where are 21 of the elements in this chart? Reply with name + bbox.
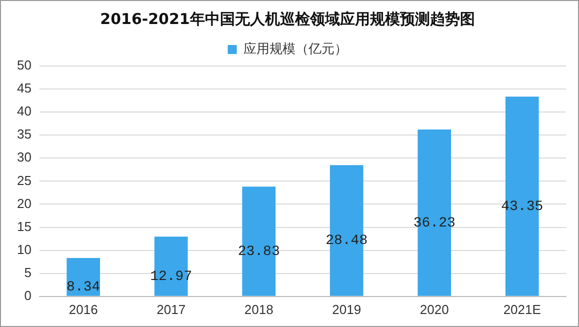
x-tick-label: 2019 bbox=[332, 302, 362, 317]
y-tick-label: 35 bbox=[16, 126, 32, 142]
y-tick-label: 20 bbox=[16, 196, 32, 211]
y-tick-label: 45 bbox=[16, 80, 32, 96]
bar bbox=[66, 258, 100, 296]
y-tick-label: 10 bbox=[16, 242, 32, 257]
x-tick-label: 2017 bbox=[156, 302, 186, 317]
y-tick-label: 40 bbox=[16, 104, 32, 119]
chart-title: 2016-2021年中国无人机巡检领域应用规模预测趋势图 bbox=[100, 10, 475, 28]
y-tick-label: 30 bbox=[16, 150, 32, 165]
x-tick-label: 2021E bbox=[503, 302, 542, 317]
x-tick-label: 2016 bbox=[68, 302, 98, 317]
legend-label: 应用规模（亿元） bbox=[243, 40, 348, 57]
y-tick-label: 0 bbox=[24, 288, 32, 303]
data-label: 8.34 bbox=[66, 280, 100, 296]
x-tick-label: 2020 bbox=[420, 302, 449, 317]
x-tick-label: 2018 bbox=[244, 302, 274, 317]
y-tick-label: 25 bbox=[16, 172, 32, 188]
y-tick-label: 5 bbox=[24, 264, 32, 280]
y-tick-label: 15 bbox=[16, 218, 32, 234]
y-tick-label: 50 bbox=[16, 58, 32, 73]
